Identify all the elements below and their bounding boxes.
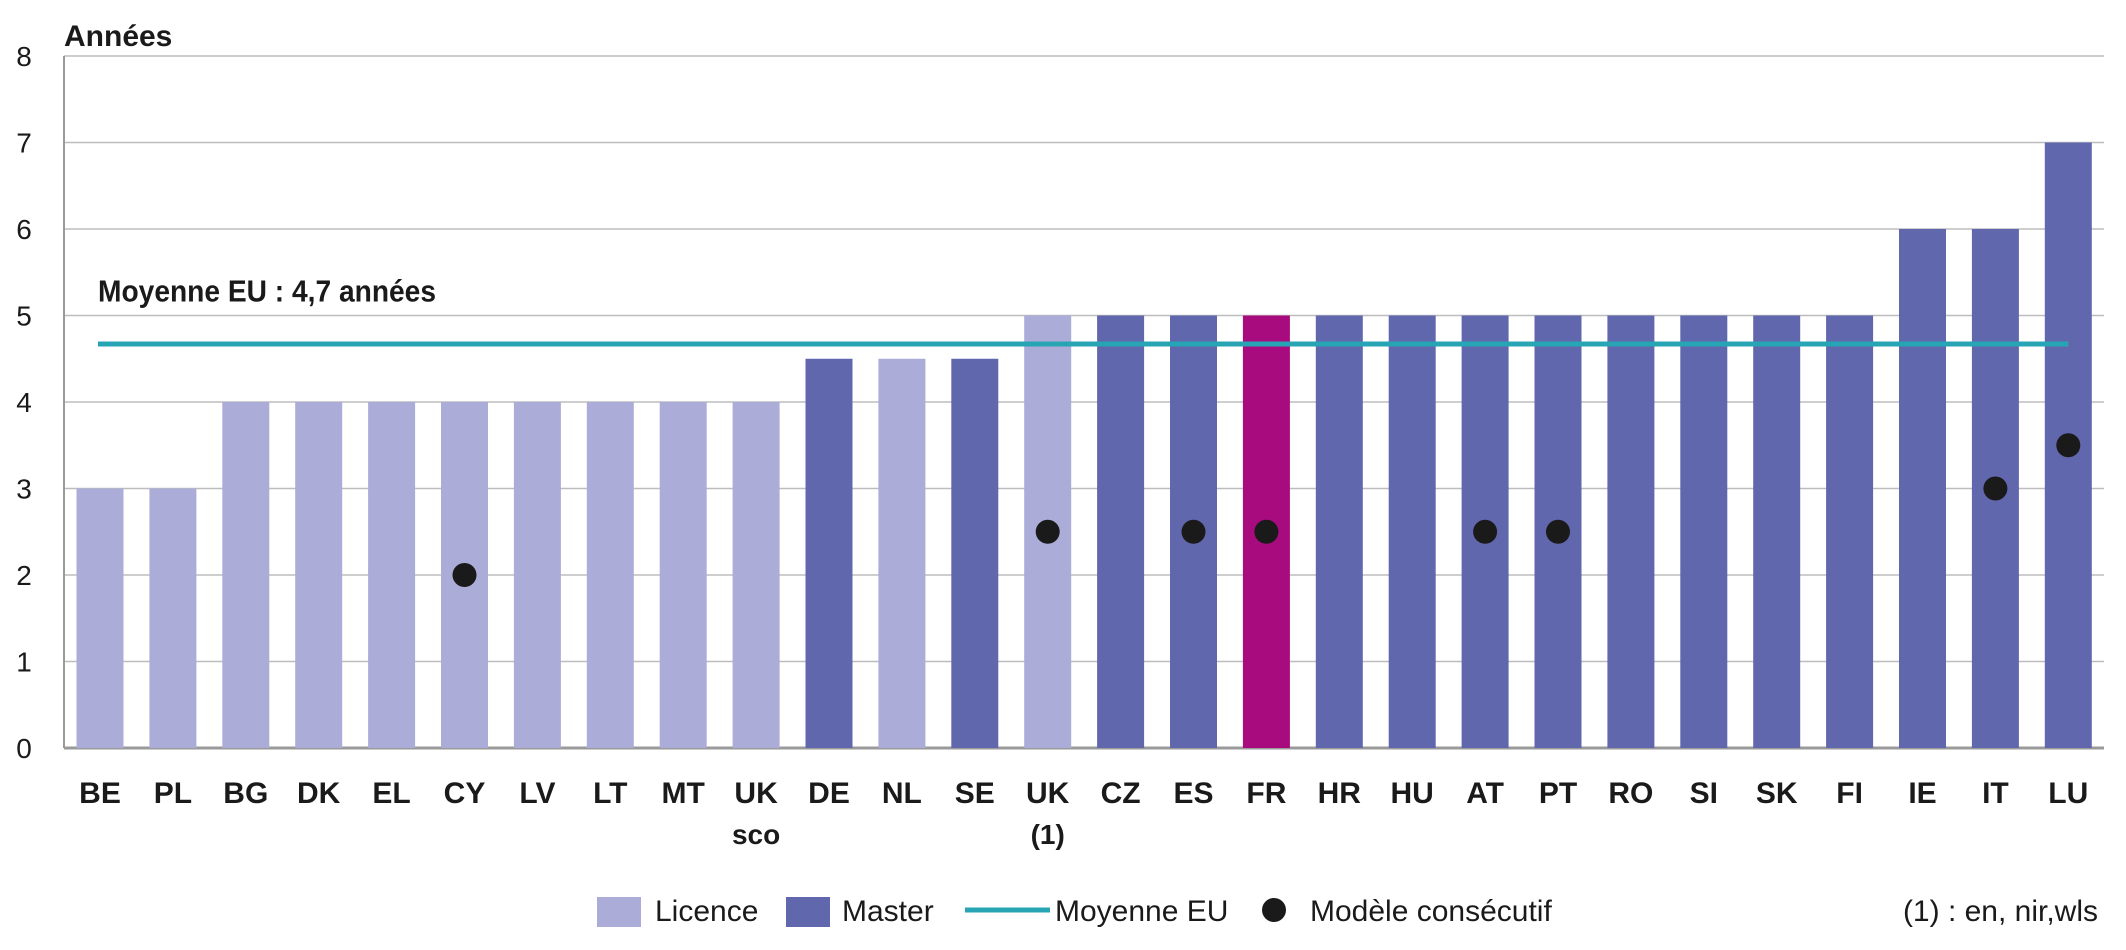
bar-si — [1680, 315, 1728, 748]
x-tick-label: MT — [662, 777, 705, 810]
legend-swatch-licence — [597, 897, 641, 927]
bar-bg — [222, 402, 270, 748]
consecutive-model-dots — [452, 433, 2081, 587]
bar-se — [951, 358, 999, 748]
bars — [76, 142, 2092, 748]
legend-label-dot: Modèle consécutif — [1310, 895, 1552, 928]
x-tick-label: ES — [1173, 777, 1213, 810]
x-tick-label: SI — [1690, 777, 1718, 810]
x-tick-label: LU — [2048, 777, 2088, 810]
x-tick-label: NL — [882, 777, 922, 810]
x-tick-label: CZ — [1101, 777, 1141, 810]
x-tick-label: SE — [955, 777, 995, 810]
legend-label-licence: Licence — [655, 895, 758, 928]
x-tick-label: HU — [1391, 777, 1434, 810]
bar-be — [76, 488, 124, 748]
y-tick-labels: 0 1 2 3 4 5 6 7 8 — [16, 41, 32, 764]
x-tick-label: BE — [79, 777, 121, 810]
y-tick-label: 1 — [16, 647, 32, 678]
bar-ro — [1607, 315, 1655, 748]
x-tick-label: IE — [1908, 777, 1936, 810]
x-tick-label: LV — [519, 777, 555, 810]
bar-nl — [878, 358, 926, 748]
x-tick-label: IT — [1982, 777, 2009, 810]
x-tick-label: LT — [593, 777, 627, 810]
eu-average: Moyenne EU : 4,7 années — [98, 274, 2069, 347]
x-tick-label: PL — [154, 777, 192, 810]
bar-mt — [659, 402, 707, 748]
legend-swatch-master — [786, 897, 830, 927]
bar-hr — [1315, 315, 1363, 748]
x-tick-label: PT — [1539, 777, 1577, 810]
bar-dk — [295, 402, 343, 748]
y-axis-title: Années — [64, 20, 172, 53]
bar-sk — [1753, 315, 1801, 748]
x-tick-label: FR — [1246, 777, 1286, 810]
consecutive-dot-es — [1181, 519, 1206, 544]
eu-average-label: Moyenne EU : 4,7 années — [98, 274, 436, 309]
legend-footnote: (1) : en, nir,wls — [1903, 895, 2098, 928]
x-tick-sublabel: sco — [732, 819, 780, 850]
bar-uk-sco — [732, 402, 780, 748]
consecutive-dot-uk — [1035, 519, 1060, 544]
y-tick-label: 0 — [16, 733, 32, 764]
consecutive-dot-fr — [1254, 519, 1279, 544]
x-tick-label: SK — [1756, 777, 1798, 810]
consecutive-dot-pt — [1546, 519, 1570, 544]
consecutive-dot-it — [1983, 476, 2008, 501]
y-tick-label: 7 — [16, 128, 32, 159]
legend: Licence Master Moyenne EU Modèle consécutif… — [597, 895, 2098, 928]
legend-label-master: Master — [842, 895, 934, 928]
x-tick-sublabel: (1) — [1031, 819, 1065, 850]
y-tick-label: 3 — [16, 474, 32, 505]
y-tick-label: 6 — [16, 214, 32, 245]
consecutive-dot-lu — [2056, 433, 2081, 458]
x-tick-label: DE — [808, 777, 850, 810]
x-tick-label: CY — [444, 777, 486, 810]
bar-pl — [149, 488, 197, 748]
bar-el — [368, 402, 416, 748]
x-tick-label: UK — [1026, 777, 1070, 810]
legend-swatch-dot — [1262, 898, 1286, 922]
bar-hu — [1388, 315, 1436, 748]
x-tick-label: BG — [223, 777, 268, 810]
bar-lv — [513, 402, 561, 748]
x-tick-label: UK — [734, 777, 778, 810]
y-tick-label: 4 — [16, 387, 32, 418]
x-tick-labels: BE PL BG DK EL CY LV LT MT UK sco DE NL SE UK (1) CZ ES FR… — [79, 777, 2088, 850]
bar-fi — [1826, 315, 1874, 748]
x-tick-label: AT — [1466, 777, 1504, 810]
bar-de — [805, 358, 853, 748]
x-tick-label: HR — [1318, 777, 1362, 810]
x-tick-label: EL — [372, 777, 410, 810]
y-tick-label: 8 — [16, 41, 32, 72]
consecutive-dot-at — [1473, 519, 1498, 544]
x-tick-label: RO — [1608, 777, 1653, 810]
legend-label-line: Moyenne EU — [1055, 895, 1228, 928]
y-tick-label: 2 — [16, 560, 32, 591]
x-tick-label: FI — [1836, 777, 1863, 810]
bar-ie — [1899, 229, 1946, 748]
x-tick-label: DK — [297, 777, 341, 810]
bar-cz — [1097, 315, 1145, 748]
bar-lt — [586, 402, 634, 748]
y-tick-label: 5 — [16, 301, 32, 332]
consecutive-dot-cy — [452, 563, 477, 587]
